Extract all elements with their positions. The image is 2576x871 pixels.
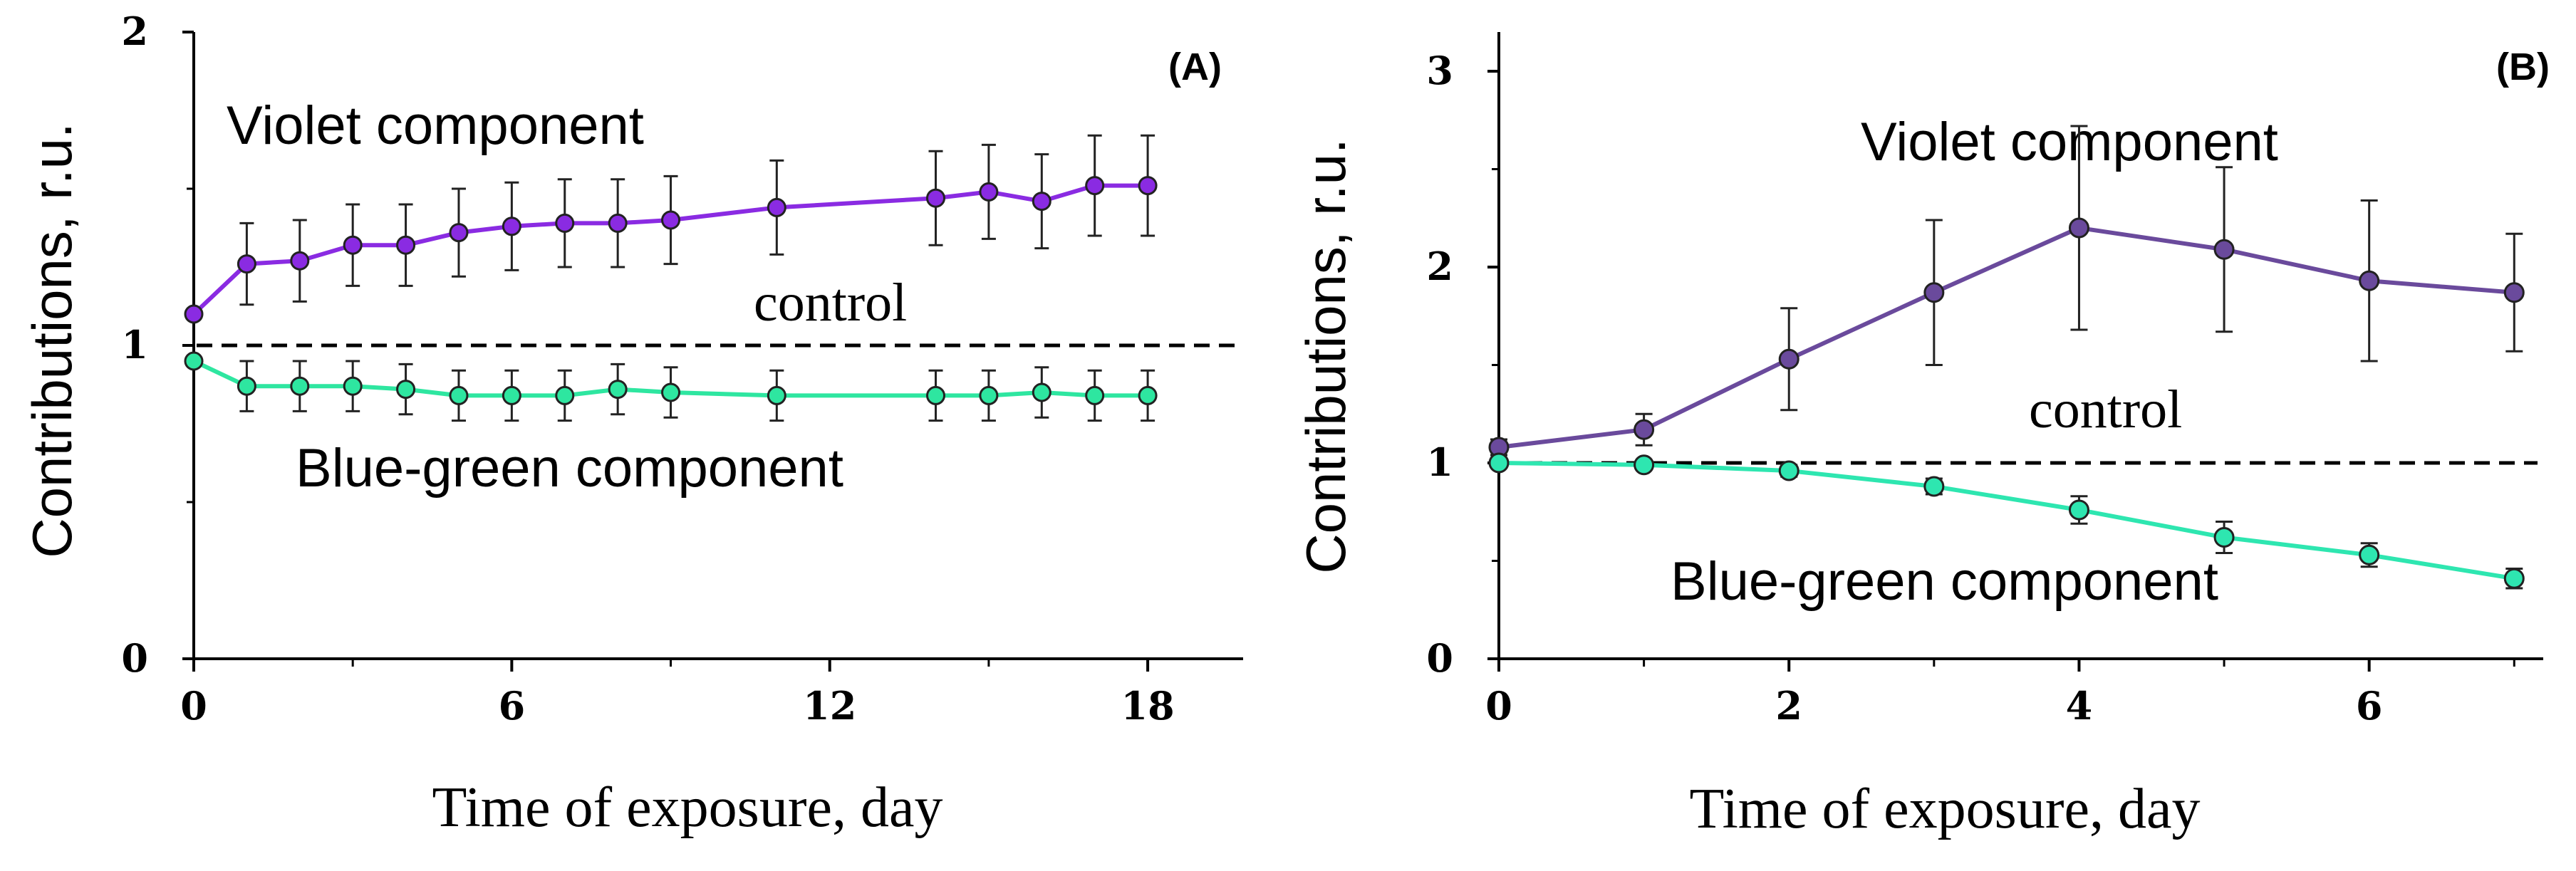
panel-b-x-tick-label: 0 <box>1485 683 1512 729</box>
panel-b-violet-point <box>2068 217 2089 239</box>
panel-a-violet-point <box>555 213 575 233</box>
panel-a-violet-point <box>343 235 363 255</box>
panel-a-label: (A) <box>1168 46 1222 88</box>
panel-a-blue-green-point <box>1032 382 1051 402</box>
panel-b-label: (B) <box>2496 46 2550 88</box>
panel-a-x-tick-label: 12 <box>803 683 856 729</box>
panel-b-blue-green-point <box>2359 544 2380 565</box>
panel-a-y-axis-title: Contributions, r.u. <box>21 122 83 558</box>
panel-a-violet-point <box>979 182 999 202</box>
panel-b-x-tick-label: 4 <box>2066 683 2093 729</box>
panel-b-blue-green-label: Blue-green component <box>1671 551 2218 612</box>
panel-a-violet-point <box>1032 192 1051 212</box>
panel-a-violet-point <box>608 213 628 233</box>
panel-a-blue-green-point <box>926 385 946 405</box>
panel-b-blue-green-point <box>2213 527 2235 548</box>
panel-b-blue-green-point <box>2503 568 2525 589</box>
panel-a-blue-green-point <box>343 376 363 396</box>
panel-a-violet-point <box>237 254 256 274</box>
panel-a-blue-green-label: Blue-green component <box>296 438 843 499</box>
panel-b-y-tick-label: 3 <box>1426 48 1453 93</box>
panel-a-blue-green-point <box>661 382 681 402</box>
panel-a-violet-point <box>502 217 521 236</box>
panel-b-blue-green-point <box>1488 452 1510 474</box>
panel-b-violet-point <box>1778 348 1799 370</box>
panel-a-x-axis-title: Time of exposure, day <box>432 776 943 839</box>
panel-a-violet-line <box>192 183 1148 316</box>
panel-b-x-tick-label: 6 <box>2356 683 2383 729</box>
panel-a-blue-green-point <box>502 385 521 405</box>
panel-a-y-tick-label: 1 <box>121 322 148 367</box>
panel-b-y-tick-label: 2 <box>1426 244 1453 289</box>
panel-a-blue-green-point <box>1138 385 1158 405</box>
panel-a-y-tick-label: 2 <box>121 9 148 54</box>
panel-b-blue-green-point <box>1923 476 1945 497</box>
panel-a-violet-point <box>396 235 416 255</box>
panel-a: (A) Violet component control Blue-green … <box>21 9 1243 839</box>
panel-a-violet-point <box>1085 176 1105 196</box>
panel-b-violet-line <box>1498 225 2515 449</box>
panel-a-blue-green-point <box>608 380 628 400</box>
panel-b-y-axis-title: Contributions, r.u. <box>1294 138 1357 573</box>
panel-b-violet-label: Violet component <box>1861 112 2278 172</box>
panel-a-violet-label: Violet component <box>227 95 644 156</box>
panel-a-blue-green-point <box>1085 385 1105 405</box>
panel-b-y-tick-label: 0 <box>1426 635 1453 681</box>
panel-a-violet-point <box>449 223 469 243</box>
panel-a-blue-green-point <box>767 385 786 405</box>
panel-a-blue-green-point <box>290 376 310 396</box>
panel-b-violet-point <box>2359 270 2380 291</box>
panel-a-violet-point <box>661 210 681 230</box>
panel-a-blue-green-line <box>192 359 1148 398</box>
panel-b-control-label: control <box>2029 380 2182 439</box>
panel-a-blue-green-point <box>237 376 256 396</box>
panel-b-blue-green-point <box>2068 499 2089 521</box>
panel-a-blue-green-point <box>396 380 416 400</box>
panel-b-violet-point <box>2503 282 2525 303</box>
panel-b-blue-green-point <box>1778 460 1799 481</box>
panel-b-blue-green-line <box>1498 461 2515 581</box>
panel-b: (B) Violet component control Blue-green … <box>1294 32 2550 840</box>
panel-a-violet-point <box>1138 176 1158 196</box>
panel-a-blue-green-point <box>184 351 204 371</box>
panel-a-x-tick-label: 0 <box>180 683 207 729</box>
panel-a-blue-green-point <box>555 385 575 405</box>
panel-b-x-axis-title: Time of exposure, day <box>1690 778 2201 840</box>
panel-a-blue-green-point <box>979 385 999 405</box>
panel-b-y-tick-label: 1 <box>1426 439 1453 485</box>
panel-a-blue-green-point <box>449 385 469 405</box>
panel-a-violet-point <box>767 197 786 217</box>
panel-a-control-label: control <box>754 273 907 333</box>
panel-b-blue-green-point <box>1634 454 1655 476</box>
panel-a-violet-point <box>926 188 946 208</box>
panel-b-violet-point <box>1923 282 1945 303</box>
panel-b-violet-point <box>2213 239 2235 260</box>
panel-a-violet-point <box>290 251 310 271</box>
panel-a-y-tick-label: 0 <box>121 635 148 681</box>
panel-b-x-tick-label: 2 <box>1775 683 1802 729</box>
panel-b-violet-point <box>1634 419 1655 440</box>
panel-a-violet-point <box>184 304 204 324</box>
panel-a-x-tick-label: 6 <box>499 683 526 729</box>
panel-a-x-tick-label: 18 <box>1121 683 1175 729</box>
